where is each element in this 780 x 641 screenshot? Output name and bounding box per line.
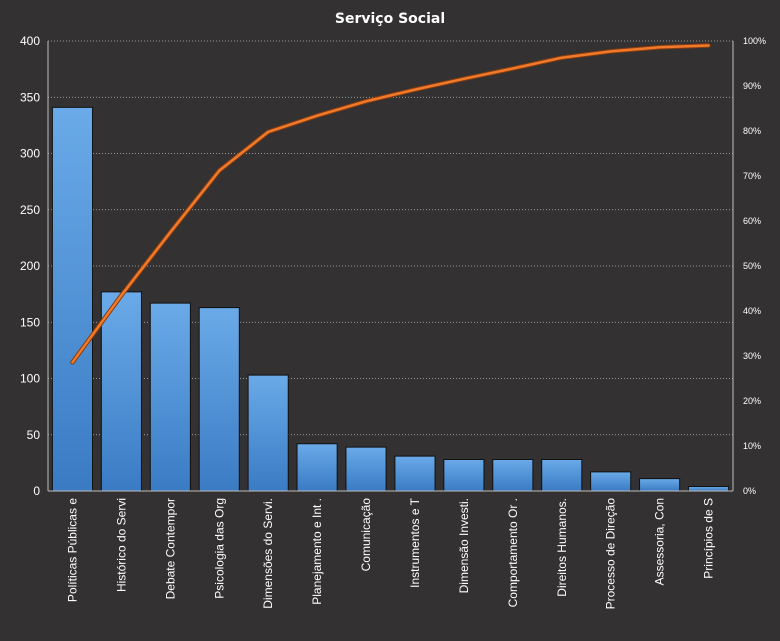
bar — [590, 471, 632, 492]
y-axis-ticks: 0 50 100 150 200 250 300 350 400 — [20, 34, 40, 498]
y-tick-label: 300 — [20, 147, 40, 161]
x-axis-ticks: Políticas Públicas e Histórico do Servi De… — [66, 497, 716, 609]
bar — [394, 455, 436, 492]
bar — [687, 486, 730, 492]
y2-tick-label: 0% — [743, 486, 756, 496]
x-tick-label: Dimensões do Servi. — [261, 498, 275, 609]
axes — [47, 41, 734, 492]
y2-tick-label: 50% — [743, 261, 761, 271]
y-tick-label: 0 — [33, 484, 40, 498]
bars — [51, 106, 730, 492]
bar — [639, 478, 681, 492]
bar — [345, 446, 387, 492]
bar — [541, 459, 583, 492]
x-tick-label: Direitos Humanos. — [555, 498, 569, 597]
y2-tick-label: 40% — [743, 306, 761, 316]
x-tick-label: Assessoria, Con — [653, 498, 667, 585]
y-tick-label: 200 — [20, 259, 40, 273]
x-tick-label: Histórico do Servi — [114, 498, 128, 592]
y2-tick-label: 10% — [743, 441, 761, 451]
bar — [492, 459, 534, 492]
bar — [198, 307, 240, 492]
chart-title: Serviço Social — [335, 11, 445, 27]
y-tick-label: 400 — [20, 34, 40, 48]
x-tick-label: Dimensão Investi. — [457, 498, 471, 593]
y2-tick-label: 20% — [743, 396, 761, 406]
y2-tick-label: 80% — [743, 126, 761, 136]
x-tick-label: Comportamento Or . — [506, 498, 520, 607]
bar — [296, 443, 338, 492]
cumulative-line-group — [70, 43, 711, 365]
x-tick-label: Princípios de S — [702, 498, 716, 579]
x-tick-label: Políticas Públicas e — [66, 498, 80, 602]
y2-tick-label: 60% — [743, 216, 761, 226]
x-tick-label: Psicologia das Org — [212, 498, 226, 599]
bar — [247, 374, 289, 492]
y2-tick-label: 30% — [743, 351, 761, 361]
y-tick-label: 350 — [20, 90, 40, 104]
x-tick-label: Debate Contempor — [163, 498, 177, 599]
x-tick-label: Comunicação — [359, 498, 373, 572]
secondary-y-axis-ticks: 0% 10% 20% 30% 40% 50% 60% 70% 80% 90% 100% — [743, 36, 766, 496]
cumulative-line — [71, 44, 710, 364]
y-tick-label: 250 — [20, 203, 40, 217]
y2-tick-label: 70% — [743, 171, 761, 181]
bar — [149, 302, 191, 492]
x-tick-label: Instrumentos e T — [408, 497, 422, 587]
bar — [443, 459, 485, 492]
y2-tick-label: 90% — [743, 81, 761, 91]
y-tick-label: 50 — [27, 428, 41, 442]
y-tick-label: 150 — [20, 315, 40, 329]
x-tick-label: Planejamento e Int . — [310, 498, 324, 605]
bar — [100, 291, 142, 492]
y-tick-label: 100 — [20, 372, 40, 386]
y2-tick-label: 100% — [743, 36, 766, 46]
x-tick-label: Processo de Direção — [604, 498, 618, 610]
bar — [51, 106, 94, 492]
